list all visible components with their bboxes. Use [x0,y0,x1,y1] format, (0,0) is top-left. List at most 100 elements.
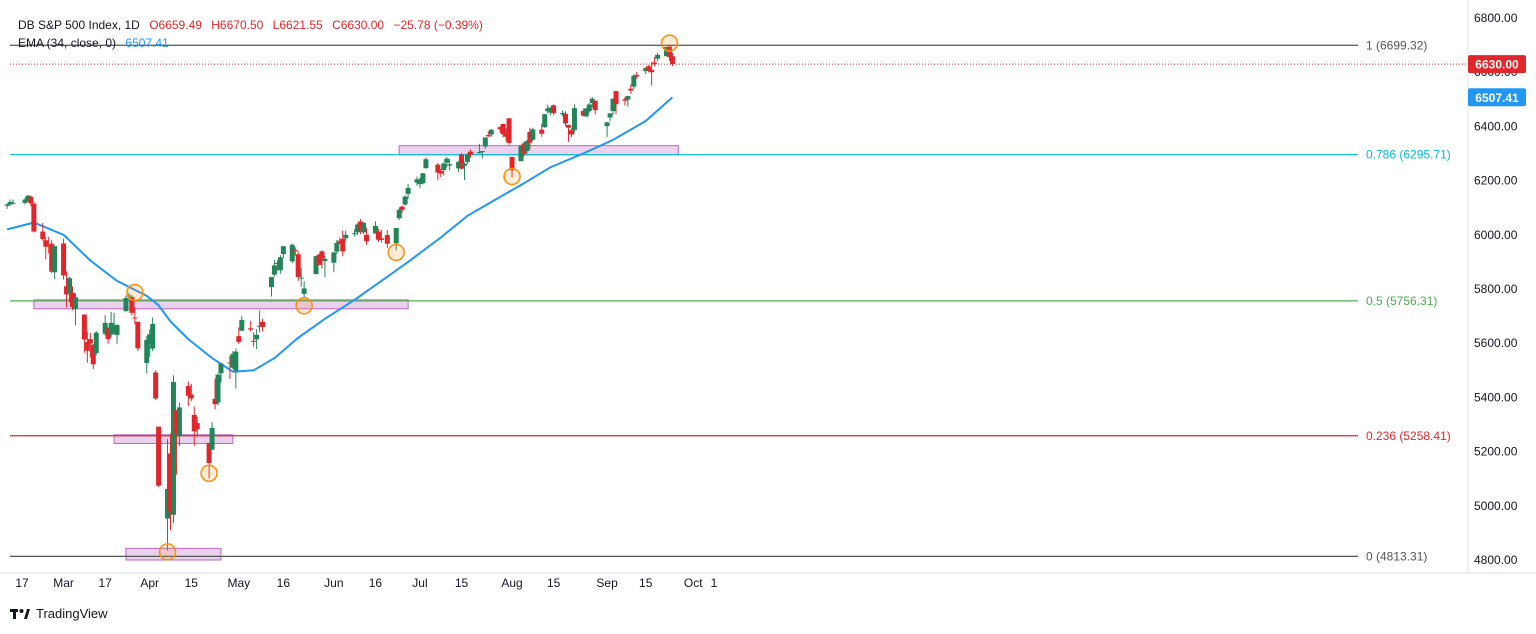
x-tick-label-9: Jul [412,576,427,590]
candle-body [135,321,141,349]
candle-body [364,234,370,242]
candle-body [90,344,96,365]
candle-body [375,231,381,240]
candle-body [227,362,233,364]
candle-body [655,54,661,59]
fib-level-label-4: 0 (4813.31) [1366,549,1427,563]
candle-body [372,225,378,234]
high-value: H6670.50 [211,18,264,32]
candle-body [465,154,470,162]
y-tick-label-10: 4800.00 [1474,553,1518,567]
candle-body [295,254,301,278]
x-tick-label-13: Sep [596,576,618,590]
candle-body [301,288,307,294]
low-value: L6621.55 [272,18,323,32]
tradingview-logo[interactable]: TradingView [10,606,108,621]
open-value: O6659.49 [149,18,202,32]
candle-body [239,319,245,331]
candle-body [509,157,515,171]
candle-body [539,129,545,134]
x-tick-label-10: 15 [455,576,469,590]
candle-body [355,224,361,233]
candle-body [108,322,114,335]
candle-body [560,113,566,115]
ema-label: EMA (34, close, 0) [18,36,117,50]
candle-body [527,131,533,143]
candle-body [277,257,283,271]
candle-body [215,374,221,403]
fib-level-label-1: 0.786 (6295.71) [1366,148,1451,162]
x-tick-label-4: 15 [185,576,199,590]
candle-body [521,143,527,154]
candle-body [209,428,215,450]
candle-body [126,295,132,297]
candle-body [10,202,16,204]
x-tick-label-12: 15 [547,576,561,590]
x-tick-label-1: Mar [53,576,74,590]
y-tick-label-5: 5800.00 [1474,282,1518,296]
change-value: −25.78 (−0.39%) [393,18,483,32]
y-tick-label-0: 6800.00 [1474,11,1518,25]
candle-body [548,107,554,113]
candle-body [132,317,138,319]
candle-body [313,256,319,275]
candle-body [423,159,429,169]
candle-body [111,326,117,331]
legend-ohlc: DB S&P 500 Index, 1D O6659.49 H6670.50 L… [18,18,489,32]
candle-body [7,202,13,205]
last-price-badge: 6630.00 [1475,58,1519,72]
candle-body [631,75,637,87]
candle-body [462,163,468,166]
candle-body [64,286,70,295]
ema-price-badge-bg [1468,88,1526,107]
candle-body [586,104,592,111]
candle-body [25,195,31,200]
support-zone-3 [398,145,679,156]
candle-body [622,99,628,101]
candle-body [592,100,598,111]
candle-body [565,125,571,128]
candle-body [31,203,37,232]
candle-body [123,297,129,312]
candle-body [628,88,634,91]
candle-body [212,398,218,405]
candle-body [150,323,156,349]
pivot-marker-1 [158,543,177,561]
candle-body [438,171,444,174]
candle-body [191,415,197,432]
candle-body [551,105,557,114]
pivot-marker-6 [660,34,679,53]
pivot-marker-2 [200,464,218,483]
candle-body [476,152,482,154]
candle-body [604,122,610,127]
candle-body [168,453,173,511]
candle-body [173,410,179,434]
support-zone-2 [33,299,409,310]
candle-body [402,196,408,205]
candle-body [114,325,120,335]
candle-body [459,154,465,169]
candle-body [156,426,162,486]
candle-body [384,235,390,244]
x-tick-label-14: 15 [639,576,653,590]
candle-body [268,277,274,288]
last-price-badge-bg [1468,55,1526,74]
candle-body [518,145,524,162]
candle-body [503,133,509,137]
candle-body [254,334,260,340]
candle-body [568,130,574,135]
candle-body [378,238,384,240]
y-tick-label-2: 6400.00 [1474,119,1518,133]
candle-body [194,423,200,430]
x-tick-label-16: 1 [711,576,718,590]
candle-body [435,164,441,173]
candle-body [52,246,58,273]
candle-body [67,278,73,295]
y-tick-label-8: 5200.00 [1474,445,1518,459]
candle-body [420,173,426,184]
pivot-marker-5 [503,167,521,186]
candle-body [580,110,586,116]
candle-body [530,129,536,140]
candle-body [358,221,364,229]
